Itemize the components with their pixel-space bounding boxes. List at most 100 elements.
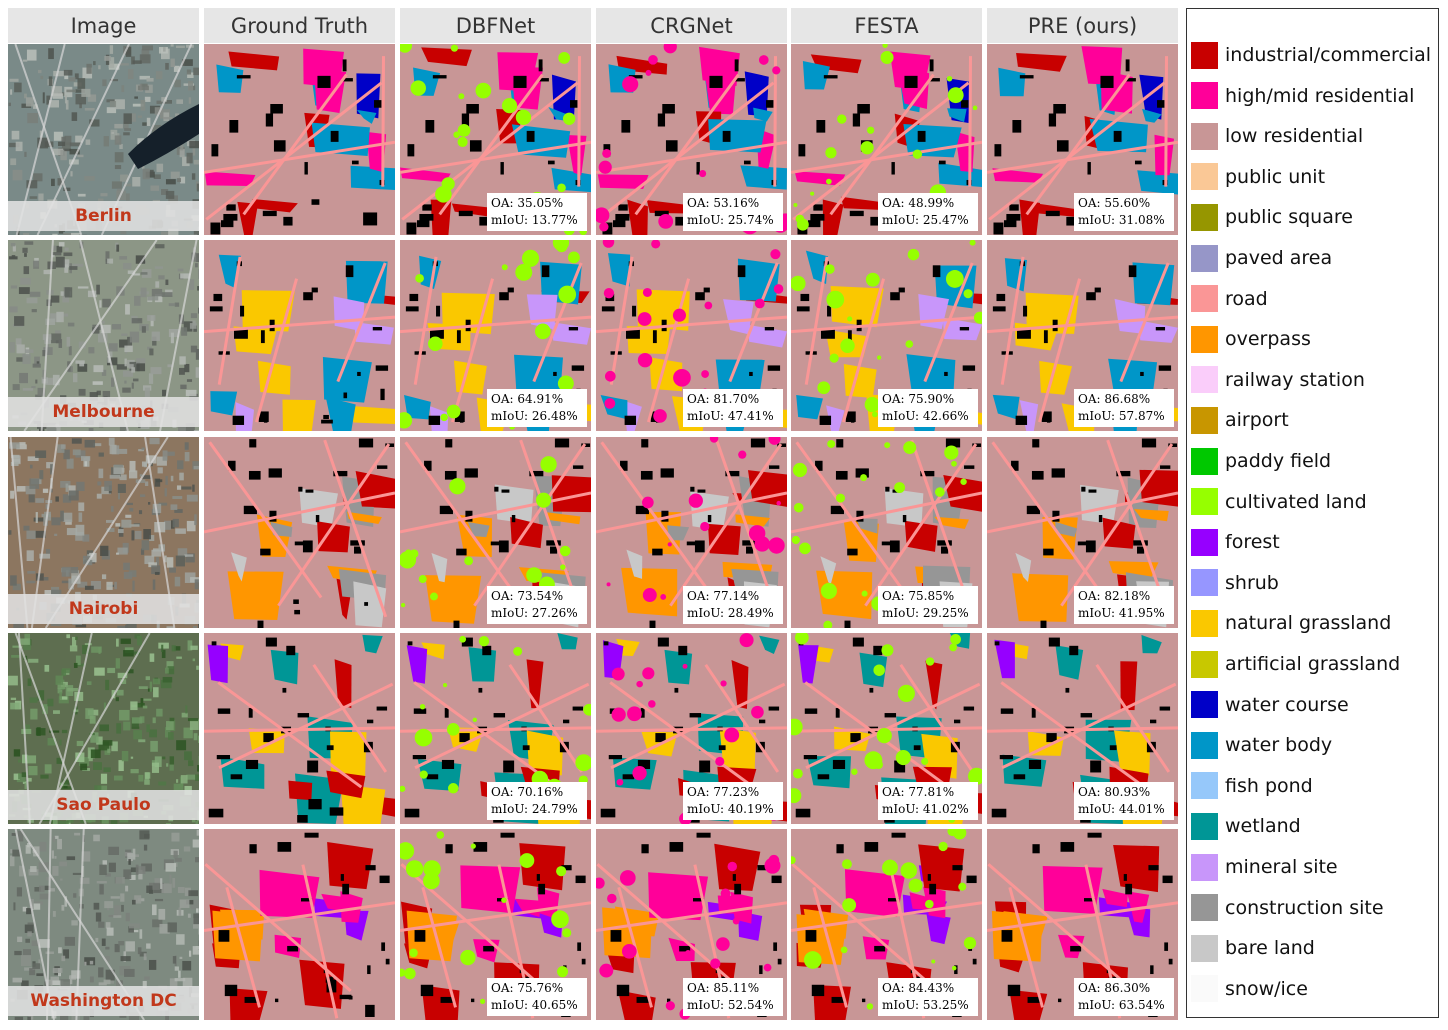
legend-swatch	[1191, 894, 1218, 922]
legend-item: cultivated land	[1191, 487, 1367, 517]
legend-swatch	[1191, 285, 1218, 313]
oa-value: OA: 86.30%	[1078, 981, 1151, 995]
city-label: Washington DC	[8, 986, 199, 1016]
ground-truth-map	[204, 44, 395, 235]
legend-label: construction site	[1225, 896, 1384, 919]
satellite-image: Berlin	[8, 44, 199, 235]
oa-value: OA: 73.54%	[491, 589, 564, 603]
pre-map: OA: 80.93% mIoU: 44.01%	[987, 633, 1178, 824]
legend-item: overpass	[1191, 324, 1311, 354]
miou-value: mIoU: 31.08%	[1078, 213, 1165, 227]
legend-swatch	[1191, 731, 1218, 759]
legend-swatch	[1191, 609, 1218, 637]
metric-box: OA: 73.54% mIoU: 27.26%	[487, 586, 587, 624]
crgnet-map: OA: 85.11% mIoU: 52.54%	[596, 829, 787, 1020]
crgnet-map: OA: 53.16% mIoU: 25.74%	[596, 44, 787, 235]
city-label: Sao Paulo	[8, 790, 199, 820]
miou-value: mIoU: 42.66%	[882, 409, 969, 423]
festa-map: OA: 75.90% mIoU: 42.66%	[791, 240, 982, 431]
oa-value: OA: 35.05%	[491, 196, 564, 210]
legend-swatch	[1191, 41, 1218, 69]
legend-swatch	[1191, 772, 1218, 800]
legend-item: railway station	[1191, 365, 1365, 395]
satellite-image: Melbourne	[8, 240, 199, 431]
legend-swatch	[1191, 853, 1218, 881]
metric-box: OA: 81.70% mIoU: 47.41%	[683, 389, 783, 427]
miou-value: mIoU: 44.01%	[1078, 802, 1165, 816]
legend-item: industrial/commercial	[1191, 40, 1431, 70]
metric-box: OA: 86.68% mIoU: 57.87%	[1074, 389, 1174, 427]
miou-value: mIoU: 57.87%	[1078, 409, 1165, 423]
oa-value: OA: 70.16%	[491, 785, 564, 799]
legend-swatch	[1191, 366, 1218, 394]
miou-value: mIoU: 24.79%	[491, 802, 578, 816]
city-label: Nairobi	[8, 594, 199, 624]
pre-map: OA: 82.18% mIoU: 41.95%	[987, 437, 1178, 628]
legend-label: airport	[1225, 409, 1289, 432]
class-legend: industrial/commercial high/mid residentia…	[1186, 8, 1439, 1018]
miou-value: mIoU: 41.95%	[1078, 606, 1165, 620]
legend-swatch	[1191, 163, 1218, 191]
legend-item: high/mid residential	[1191, 81, 1414, 111]
legend-item: public square	[1191, 202, 1353, 232]
miou-value: mIoU: 29.25%	[882, 606, 969, 620]
legend-item: water body	[1191, 730, 1332, 760]
ground-truth-map	[204, 437, 395, 628]
oa-value: OA: 53.16%	[687, 196, 760, 210]
legend-swatch	[1191, 325, 1218, 353]
legend-swatch	[1191, 203, 1218, 231]
legend-item: forest	[1191, 527, 1280, 557]
miou-value: mIoU: 40.19%	[687, 802, 774, 816]
legend-swatch	[1191, 528, 1218, 556]
miou-value: mIoU: 13.77%	[491, 213, 578, 227]
legend-item: bare land	[1191, 933, 1315, 963]
dbfnet-map: OA: 73.54% mIoU: 27.26%	[400, 437, 591, 628]
legend-item: snow/ice	[1191, 974, 1308, 1004]
festa-map: OA: 84.43% mIoU: 53.25%	[791, 829, 982, 1020]
dbfnet-map: OA: 75.76% mIoU: 40.65%	[400, 829, 591, 1020]
column-header-ground-truth: Ground Truth	[204, 8, 395, 43]
legend-swatch	[1191, 934, 1218, 962]
metric-box: OA: 75.76% mIoU: 40.65%	[487, 978, 587, 1016]
legend-item: fish pond	[1191, 771, 1313, 801]
satellite-image: Nairobi	[8, 437, 199, 628]
festa-map: OA: 77.81% mIoU: 41.02%	[791, 633, 982, 824]
oa-value: OA: 77.23%	[687, 785, 760, 799]
legend-label: paved area	[1225, 247, 1333, 269]
oa-value: OA: 77.14%	[687, 589, 760, 603]
crgnet-map: OA: 77.14% mIoU: 28.49%	[596, 437, 787, 628]
pre-map: OA: 86.30% mIoU: 63.54%	[987, 829, 1178, 1020]
satellite-image: Washington DC	[8, 829, 199, 1020]
legend-label: water body	[1225, 734, 1333, 757]
oa-value: OA: 84.43%	[882, 981, 955, 995]
legend-label: bare land	[1225, 937, 1315, 960]
legend-item: wetland	[1191, 811, 1301, 841]
legend-label: overpass	[1225, 328, 1311, 351]
legend-item: water course	[1191, 690, 1349, 720]
legend-label: road	[1225, 287, 1268, 310]
legend-label: railway station	[1225, 368, 1365, 391]
pre-map: OA: 86.68% mIoU: 57.87%	[987, 240, 1178, 431]
oa-value: OA: 55.60%	[1078, 196, 1151, 210]
legend-item: mineral site	[1191, 852, 1338, 882]
legend-label: mineral site	[1225, 856, 1338, 878]
miou-value: mIoU: 40.65%	[491, 998, 578, 1012]
legend-swatch	[1191, 447, 1218, 475]
oa-value: OA: 75.90%	[882, 392, 955, 406]
legend-item: paddy field	[1191, 446, 1331, 476]
metric-box: OA: 77.23% mIoU: 40.19%	[683, 782, 783, 820]
legend-swatch	[1191, 691, 1218, 719]
column-header-image: Image	[8, 8, 199, 43]
legend-label: low residential	[1225, 125, 1364, 148]
legend-swatch	[1191, 82, 1218, 110]
legend-swatch	[1191, 569, 1218, 597]
miou-value: mIoU: 52.54%	[687, 998, 774, 1012]
ground-truth-map	[204, 633, 395, 824]
legend-item: public unit	[1191, 162, 1325, 192]
oa-value: OA: 86.68%	[1078, 392, 1151, 406]
satellite-image: Sao Paulo	[8, 633, 199, 824]
legend-label: fish pond	[1225, 774, 1313, 797]
miou-value: mIoU: 63.54%	[1078, 998, 1165, 1012]
legend-item: construction site	[1191, 893, 1384, 923]
legend-swatch	[1191, 244, 1218, 272]
